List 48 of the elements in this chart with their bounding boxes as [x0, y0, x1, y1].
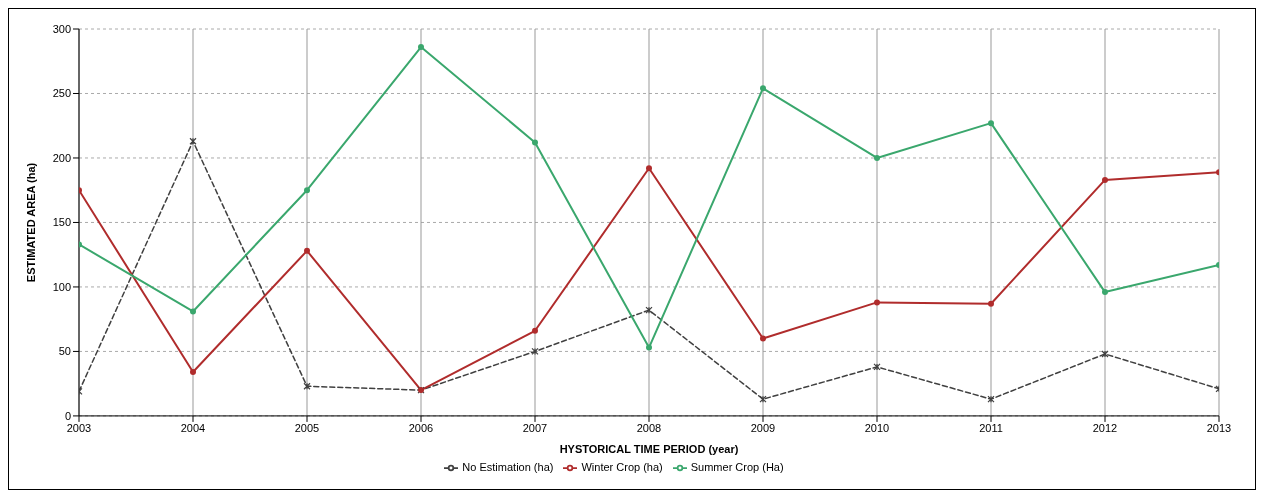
point [988, 120, 994, 127]
y-tick-label: 0 [64, 409, 71, 422]
point [645, 306, 653, 314]
point [531, 347, 539, 356]
point [532, 327, 538, 334]
y-tick-label: 250 [52, 87, 71, 100]
point [1102, 176, 1108, 183]
y-tick-label: 150 [52, 216, 71, 229]
x-tick-label: 2006 [408, 421, 434, 434]
point [987, 395, 995, 403]
point [532, 139, 538, 146]
point [189, 137, 197, 145]
x-tick-label: 2009 [750, 421, 776, 434]
x-tick-label: 2012 [1092, 421, 1118, 434]
point [190, 369, 196, 376]
x-axis-title: HYSTORICAL TIME PERIOD (year) [559, 442, 739, 455]
x-tick-label: 2013 [1206, 421, 1232, 434]
point [304, 187, 310, 194]
y-tick-label: 100 [52, 280, 71, 293]
point [303, 382, 311, 390]
point [874, 154, 880, 161]
x-tick-label: 2011 [979, 421, 1003, 434]
x-tick-label: 2007 [522, 421, 548, 434]
point [646, 165, 652, 172]
point [190, 308, 196, 315]
point [304, 247, 310, 254]
legend-label: Summer Crop (Ha) [690, 460, 784, 473]
point [759, 395, 767, 403]
x-tick-label: 2010 [864, 421, 890, 434]
legend-label: No Estimation (ha) [462, 460, 554, 473]
point [874, 299, 880, 306]
point [1101, 350, 1109, 358]
x-tick-label: 2005 [294, 421, 320, 434]
point [646, 344, 652, 351]
point [1102, 289, 1108, 296]
x-tick-label: 2004 [180, 421, 206, 434]
legend-label: Winter Crop (ha) [581, 460, 663, 473]
y-tick-label: 50 [58, 345, 71, 358]
y-axis-title: ESTIMATED AREA (ha) [24, 162, 37, 283]
x-tick-label: 2003 [66, 421, 92, 434]
point [873, 363, 881, 371]
point [760, 335, 766, 342]
y-tick-label: 300 [52, 22, 71, 35]
point [418, 44, 424, 51]
point [760, 85, 766, 92]
y-tick-label: 200 [52, 151, 71, 164]
x-tick-label: 2008 [636, 421, 662, 434]
point [988, 300, 994, 307]
